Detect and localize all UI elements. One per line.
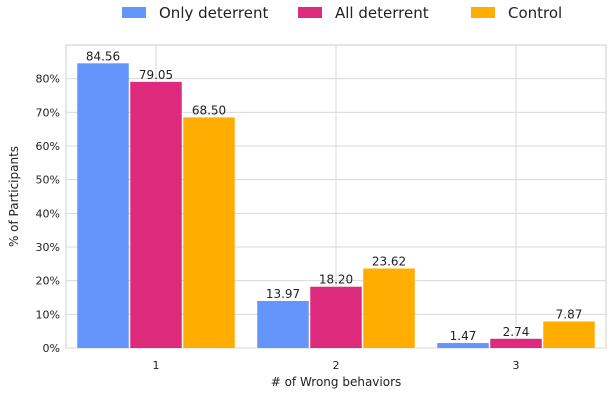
legend-label: Only deterrent (159, 4, 268, 22)
y-tick-label: 80% (36, 73, 60, 86)
y-tick-label: 0% (43, 342, 60, 355)
x-tick-label: 1 (153, 359, 160, 372)
y-axis-ticks: 0% 10% 20% 30% 40% 50% 60% 70% 80% (36, 73, 60, 355)
bar (130, 81, 182, 349)
bar (437, 343, 489, 348)
y-tick-label: 70% (36, 106, 60, 119)
legend-swatch (298, 7, 322, 18)
data-label: 13.97 (266, 287, 300, 301)
data-label: 7.87 (556, 308, 583, 322)
data-label: 84.56 (86, 49, 120, 63)
y-tick-label: 60% (36, 140, 60, 153)
legend-swatch (471, 7, 495, 18)
bar (183, 117, 235, 348)
y-tick-label: 20% (36, 275, 60, 288)
data-label: 1.47 (450, 329, 477, 343)
data-label: 18.20 (319, 273, 353, 287)
y-tick-label: 50% (36, 174, 60, 187)
legend-label: Control (508, 4, 562, 22)
y-tick-label: 40% (36, 207, 60, 220)
x-tick-label: 2 (333, 359, 340, 372)
data-label: 79.05 (139, 68, 173, 82)
data-label: 2.74 (503, 325, 530, 339)
bar (257, 300, 309, 348)
y-axis-label: % of Participants (7, 146, 21, 247)
bar (77, 63, 129, 348)
data-label: 23.62 (372, 254, 406, 268)
bar (363, 268, 415, 348)
x-axis-ticks: 1 2 3 (153, 359, 520, 372)
legend-label: All deterrent (335, 4, 429, 22)
x-tick-label: 3 (513, 359, 520, 372)
legend-swatch (122, 7, 146, 18)
legend: Only deterrent All deterrent Control (122, 4, 562, 22)
y-tick-label: 30% (36, 241, 60, 254)
bar (490, 338, 542, 348)
bars: 84.56 13.97 1.47 79.05 18.20 2.74 68.50 23.62 7.… (77, 49, 595, 349)
bar (543, 321, 595, 348)
y-tick-label: 10% (36, 308, 60, 321)
x-axis-label: # of Wrong behaviors (271, 375, 402, 389)
bar (310, 286, 362, 348)
data-label: 68.50 (192, 103, 226, 117)
